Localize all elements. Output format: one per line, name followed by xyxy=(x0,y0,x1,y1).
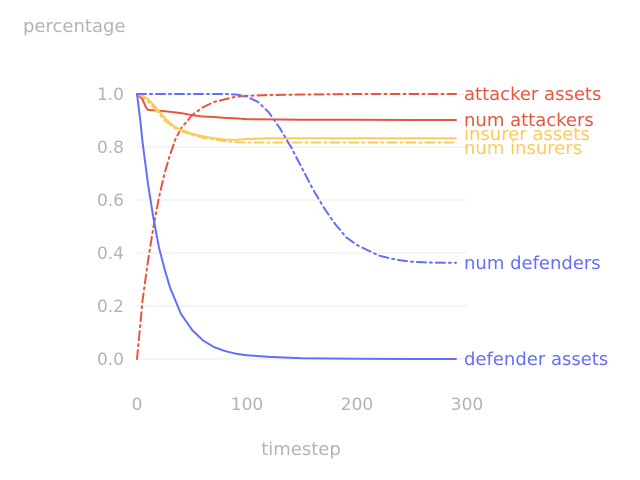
x-tick-label: 0 xyxy=(132,395,143,415)
series-label-num-defenders: num defenders xyxy=(464,253,601,274)
axes: 0.0 0.2 0.4 0.6 0.8 1.0 0 100 200 300 xyxy=(97,85,483,415)
x-tick-label: 100 xyxy=(231,395,263,415)
y-tick-label: 0.2 xyxy=(97,297,124,317)
series-line-num-attackers xyxy=(136,93,457,121)
series-line-defender-assets xyxy=(136,93,457,360)
series-line-num-defenders xyxy=(136,93,457,264)
series-line-insurer-assets xyxy=(136,93,457,141)
x-tick-label: 200 xyxy=(341,395,373,415)
series-label-num-insurers: num insurers xyxy=(464,138,582,159)
y-tick-label: 0.6 xyxy=(97,191,124,211)
y-tick-label: 0.4 xyxy=(97,244,124,264)
x-tick-label: 300 xyxy=(451,395,483,415)
series-label-defender-assets: defender assets xyxy=(464,349,608,370)
series-label-attacker-assets: attacker assets xyxy=(464,84,601,105)
y-tick-label: 1.0 xyxy=(97,85,124,105)
series-label-insurer-assets: insurer assets xyxy=(464,124,590,145)
y-axis-title: percentage xyxy=(23,16,125,37)
series-lines xyxy=(136,93,457,360)
y-tick-label: 0.0 xyxy=(97,350,124,370)
y-tick-label: 0.8 xyxy=(97,138,124,158)
x-axis-title: timestep xyxy=(261,439,341,460)
series-label-num-attackers: num attackers xyxy=(464,110,594,131)
series-line-num-insurers xyxy=(136,93,457,144)
